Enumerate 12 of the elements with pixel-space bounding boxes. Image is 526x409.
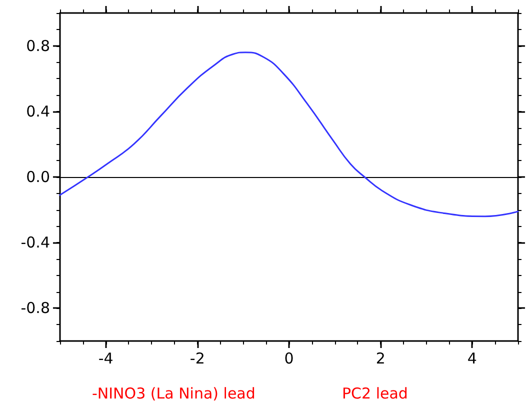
x-tick-label: 4 xyxy=(467,350,477,368)
x-tick-label: 2 xyxy=(376,350,386,368)
text: -NINO3 (La Nina) lead xyxy=(92,384,256,402)
y-tick-label: 0.8 xyxy=(26,36,50,55)
x-tick-label: 0 xyxy=(284,350,294,368)
y-tick-label: 0.0 xyxy=(26,168,50,186)
text: PC2 lead xyxy=(342,384,408,402)
x-tick-label: -2 xyxy=(190,350,205,368)
y-tick-label: -0.4 xyxy=(20,234,50,252)
x-tick-label: -4 xyxy=(98,350,114,368)
y-tick-label: -0.8 xyxy=(20,299,50,318)
y-tick-label: 0.4 xyxy=(26,102,50,120)
